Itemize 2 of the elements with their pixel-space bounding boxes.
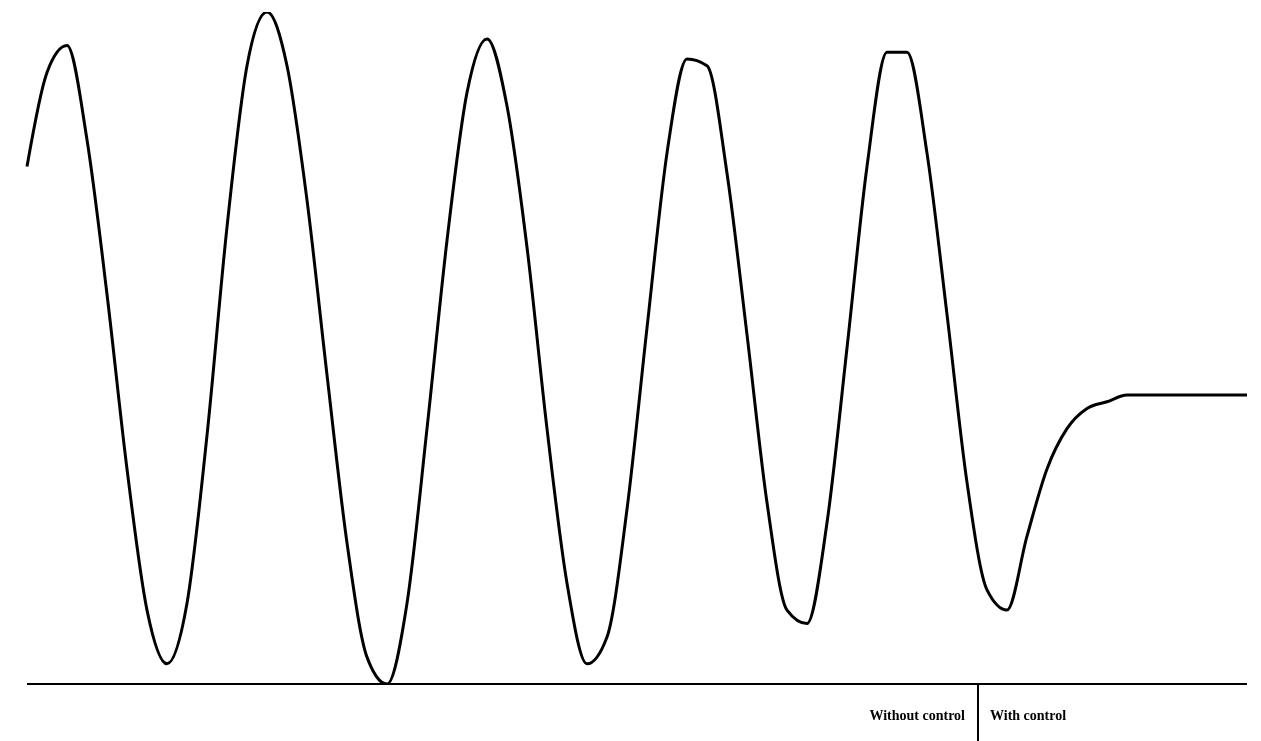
- text: With control: [990, 708, 1067, 724]
- text: Without control: [869, 708, 965, 724]
